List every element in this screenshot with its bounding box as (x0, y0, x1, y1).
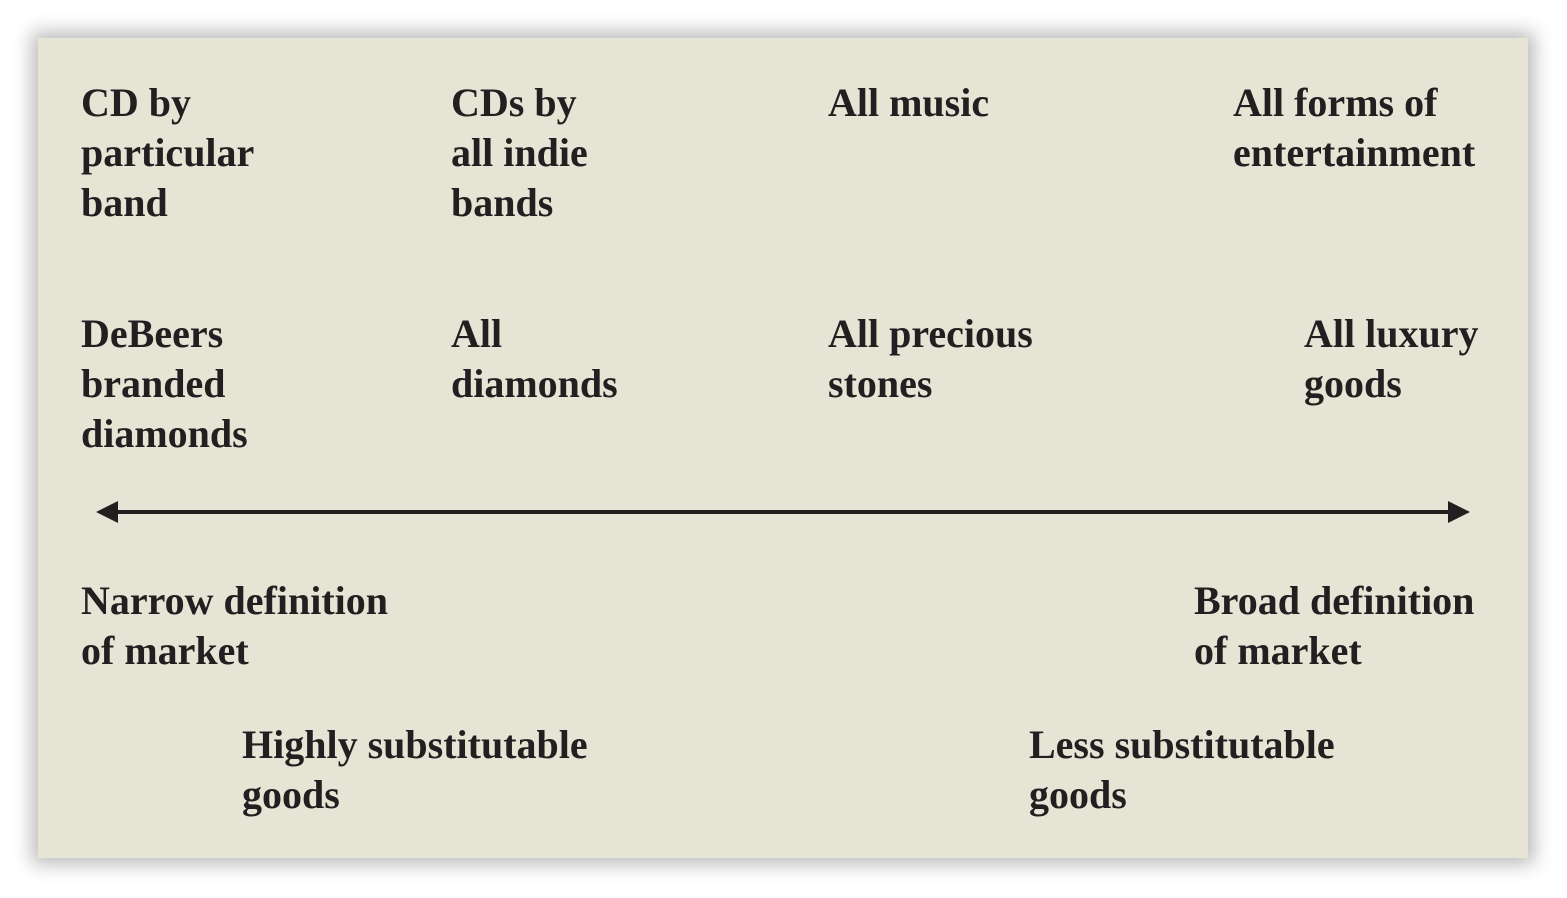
diamond-item-luxury-goods: All luxury goods (1304, 311, 1479, 406)
less-substitutable-label: Less substitutable goods (1029, 722, 1335, 817)
broad-definition-label: Broad definition of market (1194, 578, 1475, 673)
music-item-particular-band: CD by particular band (81, 80, 255, 225)
music-item-indie-bands: CDs by all indie bands (451, 80, 588, 225)
diagram-panel: CD by particular band CDs by all indie b… (38, 38, 1528, 858)
diamond-item-debeers: DeBeers branded diamonds (81, 311, 248, 456)
diamond-item-all-diamonds: All diamonds (451, 311, 618, 406)
arrow-head-right-icon (1448, 501, 1470, 523)
highly-substitutable-label: Highly substitutable goods (242, 722, 588, 817)
music-item-all-entertainment: All forms of entertainment (1233, 80, 1476, 175)
arrow-head-left-icon (96, 501, 118, 523)
music-item-all-music: All music (828, 80, 990, 125)
diamond-item-precious-stones: All precious stones (828, 311, 1033, 406)
double-arrow (96, 501, 1470, 523)
narrow-definition-label: Narrow definition of market (81, 578, 389, 673)
